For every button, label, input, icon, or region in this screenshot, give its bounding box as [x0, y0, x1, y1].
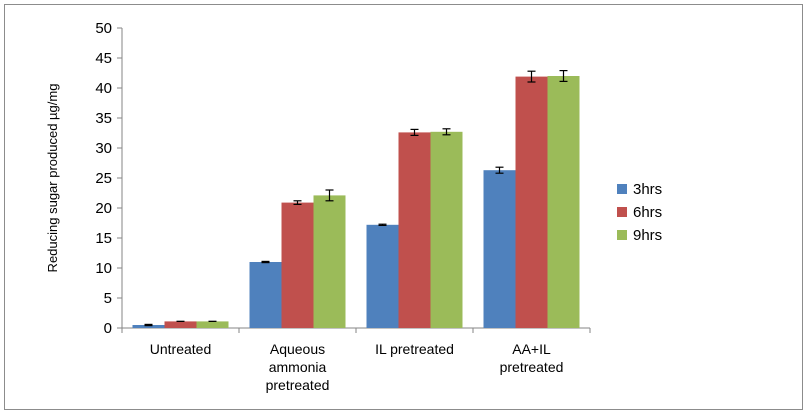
bar-6hrs-3	[515, 76, 548, 328]
chart-area: 0 5 10 15 20 25 30 35 40 45 50 Untreated Aqueous ammo…	[4, 4, 803, 410]
y-tick-label: 15	[95, 230, 112, 247]
legend-swatch-3hrs	[617, 184, 627, 194]
bar-chart: 0 5 10 15 20 25 30 35 40 45 50 Untreated Aqueous ammo…	[45, 20, 662, 393]
bar-6hrs-1	[281, 202, 314, 328]
bars	[132, 69, 580, 328]
bar-9hrs-3	[547, 76, 580, 328]
x-category-label: Aqueous ammonia pretreated	[266, 341, 330, 393]
bar-3hrs-0	[132, 325, 165, 328]
y-tick-label: 20	[95, 200, 112, 217]
y-tick-label: 35	[95, 110, 112, 127]
bar-9hrs-2	[430, 131, 463, 328]
y-tick-label: 0	[104, 320, 112, 337]
y-tick-label: 5	[104, 290, 112, 307]
x-category-label: IL pretreated	[375, 341, 454, 357]
legend-label-6hrs: 6hrs	[633, 204, 662, 221]
x-category-label: AA+IL pretreated	[500, 341, 564, 375]
legend-label-9hrs: 9hrs	[633, 227, 662, 244]
legend-swatch-6hrs	[617, 207, 627, 217]
y-tick-label: 40	[95, 80, 112, 97]
x-category-label: Untreated	[150, 341, 211, 357]
y-axis-title: Reducing sugar produced µg/mg	[45, 84, 60, 273]
y-tick-label: 45	[95, 50, 112, 67]
labels: 0 5 10 15 20 25 30 35 40 45 50 Untreated Aqueous ammo…	[45, 20, 563, 393]
y-tick-label: 25	[95, 170, 112, 187]
bar-9hrs-1	[313, 195, 346, 328]
bar-6hrs-0	[164, 321, 197, 328]
y-tick-label: 10	[95, 260, 112, 277]
bar-9hrs-0	[196, 321, 229, 328]
y-tick-label: 50	[95, 20, 112, 37]
bar-3hrs-3	[483, 170, 516, 328]
bar-3hrs-2	[366, 224, 399, 328]
legend: 3hrs 6hrs 9hrs	[617, 181, 662, 244]
bar-3hrs-1	[249, 262, 282, 328]
bar-6hrs-2	[398, 132, 431, 328]
y-tick-label: 30	[95, 140, 112, 157]
legend-label-3hrs: 3hrs	[633, 181, 662, 198]
legend-swatch-9hrs	[617, 230, 627, 240]
